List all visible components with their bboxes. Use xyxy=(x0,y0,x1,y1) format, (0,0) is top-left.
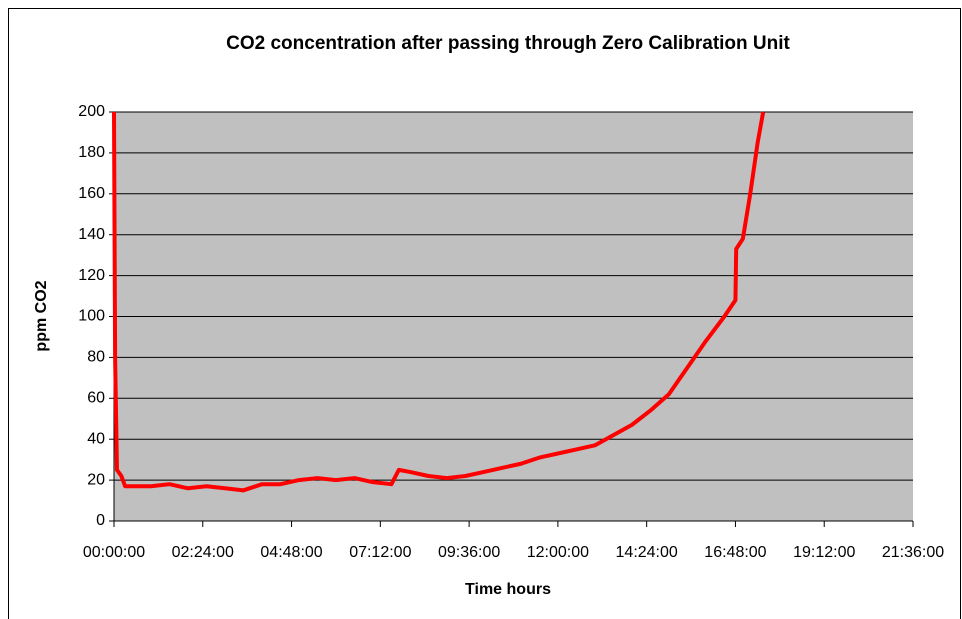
y-tick-label: 180 xyxy=(78,144,105,161)
y-tick-label: 80 xyxy=(87,349,105,366)
x-tick-label: 14:24:00 xyxy=(616,544,678,561)
y-tick-label: 40 xyxy=(87,430,105,447)
y-tick-label: 0 xyxy=(96,512,105,529)
y-tick-label: 120 xyxy=(78,267,105,284)
x-tick-label: 04:48:00 xyxy=(260,544,322,561)
x-tick-label: 00:00:00 xyxy=(83,544,145,561)
y-tick-label: 20 xyxy=(87,471,105,488)
x-tick-label: 02:24:00 xyxy=(172,544,234,561)
y-tick-label: 140 xyxy=(78,226,105,243)
x-axis-label: Time hours xyxy=(465,581,551,598)
x-tick-label: 21:36:00 xyxy=(882,544,944,561)
y-tick-label: 200 xyxy=(78,103,105,120)
x-tick-label: 09:36:00 xyxy=(438,544,500,561)
y-tick-label: 160 xyxy=(78,185,105,202)
data-line xyxy=(112,111,766,493)
y-tick-label: 60 xyxy=(87,390,105,407)
x-tick-label: 07:12:00 xyxy=(349,544,411,561)
x-tick-label: 12:00:00 xyxy=(527,544,589,561)
chart-border xyxy=(8,8,961,619)
y-axis-label: ppm CO2 xyxy=(33,280,50,351)
chart-title: CO2 concentration after passing through … xyxy=(226,33,790,54)
y-tick-label: 100 xyxy=(78,308,105,325)
x-tick-label: 16:48:00 xyxy=(704,544,766,561)
x-tick-label: 19:12:00 xyxy=(793,544,855,561)
